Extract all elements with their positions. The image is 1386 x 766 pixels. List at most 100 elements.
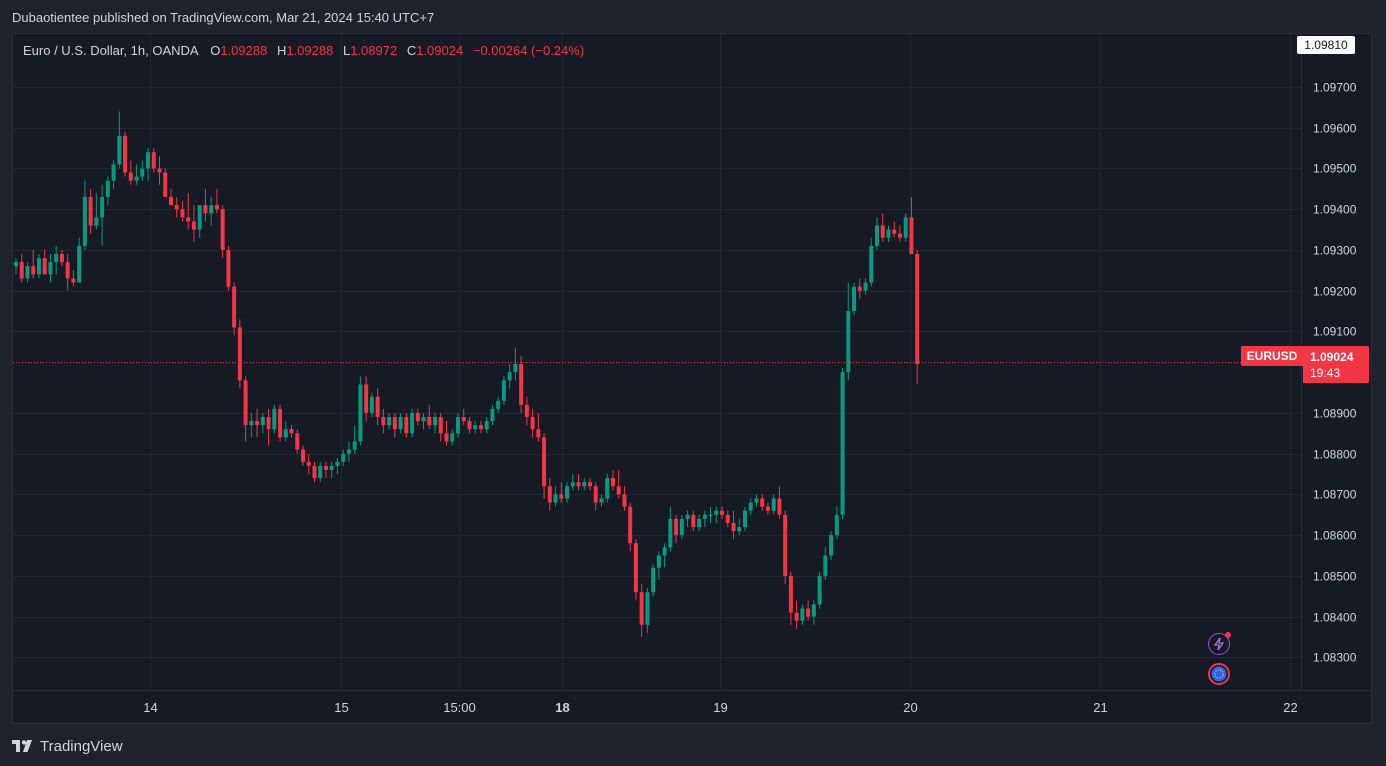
- candle: [306, 453, 311, 475]
- candle-body: [289, 429, 294, 434]
- candle-body: [255, 421, 260, 426]
- candle: [31, 249, 36, 279]
- candle: [77, 237, 82, 283]
- candle-body: [444, 433, 449, 442]
- candle-body: [576, 482, 581, 487]
- candle: [163, 168, 168, 197]
- candle: [283, 421, 288, 442]
- bar-countdown: 19:43: [1310, 366, 1341, 380]
- candle: [725, 510, 730, 528]
- candle-body: [301, 449, 305, 462]
- candle-body: [123, 135, 128, 173]
- time-tick-label: 22: [1283, 700, 1297, 715]
- candle-body: [737, 527, 742, 532]
- candle-body: [536, 429, 541, 438]
- candle-body: [346, 449, 351, 454]
- candlestick-chart[interactable]: 1.09700 1.09600 1.09500 1.09400 1.09300 1.092…: [13, 34, 1371, 723]
- candle-body: [915, 254, 920, 365]
- candle-body: [249, 421, 254, 426]
- time-tick-label: 15:00: [443, 700, 476, 715]
- candle: [731, 510, 736, 540]
- candle: [593, 482, 598, 511]
- candle-body: [610, 478, 615, 487]
- candle-body: [869, 245, 874, 283]
- candle: [490, 404, 495, 426]
- candle: [501, 376, 506, 405]
- candle: [639, 584, 644, 638]
- candle-body: [633, 543, 638, 593]
- candle: [863, 278, 868, 295]
- candle-body: [260, 417, 265, 426]
- chart-pane[interactable]: 1.09700 1.09600 1.09500 1.09400 1.09300 1.092…: [12, 33, 1372, 724]
- candle: [524, 396, 529, 426]
- candle-body: [662, 547, 667, 556]
- candle-body: [209, 205, 214, 214]
- candle: [272, 404, 277, 434]
- candle-body: [708, 514, 713, 516]
- candle-body: [697, 518, 702, 528]
- candle: [547, 478, 552, 511]
- candle-body: [720, 510, 725, 515]
- candles: [14, 111, 920, 638]
- candle: [628, 502, 633, 552]
- candle-body: [645, 592, 650, 625]
- candle-body: [484, 421, 489, 430]
- tradingview-logo[interactable]: TradingView: [12, 736, 123, 756]
- candle-body: [829, 535, 834, 556]
- candle-body: [806, 608, 811, 617]
- candle-body: [783, 514, 788, 576]
- candle: [737, 518, 742, 536]
- notification-dot: [1225, 632, 1231, 638]
- candle: [880, 213, 885, 242]
- tradingview-brand-text: TradingView: [40, 737, 123, 755]
- candle-body: [433, 417, 438, 426]
- time-tick-label: 21: [1093, 700, 1107, 715]
- candle: [565, 482, 570, 503]
- candle: [496, 396, 501, 413]
- candle-body: [622, 494, 627, 507]
- candle-body: [100, 196, 105, 218]
- candle-body: [553, 494, 558, 503]
- candle-body: [117, 135, 122, 165]
- candle: [875, 217, 879, 250]
- candle-body: [731, 522, 736, 532]
- candle-body: [490, 408, 495, 422]
- candle: [65, 254, 70, 291]
- candle: [364, 376, 369, 422]
- candle: [301, 445, 305, 466]
- candle: [295, 429, 300, 454]
- candle: [708, 506, 713, 523]
- candle-body: [530, 417, 535, 430]
- candle-body: [71, 278, 76, 283]
- candle: [869, 237, 874, 287]
- candle: [243, 376, 248, 442]
- candle: [633, 539, 638, 601]
- candle: [260, 412, 265, 434]
- candle-body: [421, 417, 426, 422]
- candle: [542, 433, 547, 499]
- candle-body: [811, 604, 816, 617]
- candle: [318, 461, 323, 483]
- candle: [289, 425, 294, 438]
- candle-body: [335, 461, 340, 466]
- eu-flag-event-icon[interactable]: [1208, 663, 1230, 685]
- candle-body: [570, 482, 575, 487]
- candle: [381, 408, 386, 434]
- candle: [352, 425, 357, 454]
- candle: [892, 221, 897, 238]
- open-value: 1.09288: [220, 43, 268, 58]
- candle: [777, 486, 782, 519]
- candle: [346, 441, 351, 462]
- candle: [312, 461, 317, 483]
- candle-body: [846, 311, 851, 373]
- candle: [105, 176, 110, 206]
- lightning-event-icon[interactable]: [1208, 632, 1231, 655]
- candle: [71, 270, 76, 287]
- candle: [19, 254, 24, 283]
- candle: [823, 547, 828, 580]
- price-tick-label: 1.08400: [1313, 611, 1357, 625]
- candle-body: [897, 233, 902, 238]
- candle: [467, 417, 472, 434]
- candle-body: [220, 209, 225, 250]
- price-tick-label: 1.08600: [1313, 529, 1357, 543]
